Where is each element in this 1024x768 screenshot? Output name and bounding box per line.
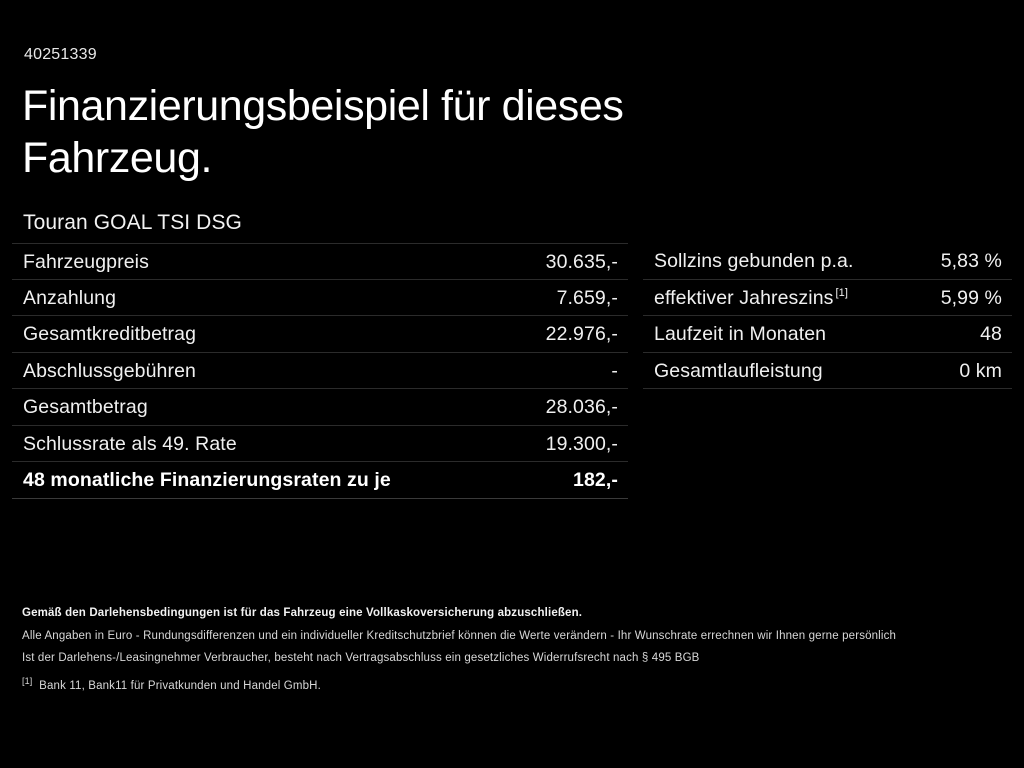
row-value: 30.635,- <box>545 251 618 273</box>
row-label: Gesamtbetrag <box>23 396 148 418</box>
row-value: 0 km <box>959 359 1002 382</box>
table-row: Gesamtlaufleistung 0 km <box>643 353 1012 389</box>
vehicle-model-name: Touran GOAL TSI DSG <box>23 211 242 234</box>
row-label: 48 monatliche Finanzierungsraten zu je <box>23 469 391 491</box>
row-label: effektiver Jahreszins [1] <box>654 280 848 310</box>
row-value: - <box>611 359 618 382</box>
row-label-text: effektiver Jahreszins <box>654 286 834 309</box>
table-row: Sollzins gebunden p.a. 5,83 % <box>643 243 1012 280</box>
row-value: 28.036,- <box>545 396 618 418</box>
table-row: Abschlussgebühren - <box>12 353 628 389</box>
row-label: Fahrzeugpreis <box>23 251 149 273</box>
table-row: Fahrzeugpreis 30.635,- <box>12 243 628 280</box>
row-label: Abschlussgebühren <box>23 359 196 382</box>
footnote-marker-icon: [1] <box>835 287 849 299</box>
row-value: 22.976,- <box>545 323 618 345</box>
footnote-insurance-requirement: Gemäß den Darlehensbedingungen ist für d… <box>22 607 583 619</box>
row-label: Anzahlung <box>23 286 117 309</box>
row-value: 5,99 % <box>940 286 1002 309</box>
row-label: Gesamtlaufleistung <box>654 359 823 382</box>
table-row: Schlussrate als 49. Rate 19.300,- <box>12 426 628 462</box>
table-row: effektiver Jahreszins [1] 5,99 % <box>643 280 1012 316</box>
row-label: Laufzeit in Monaten <box>654 323 827 345</box>
footnote-currency-note: Alle Angaben in Euro - Rundungsdifferenz… <box>22 629 897 642</box>
row-value: 19.300,- <box>545 432 618 455</box>
row-value: 182,- <box>573 469 618 491</box>
row-value: 7.659,- <box>556 286 618 309</box>
table-row-monthly-rate: 48 monatliche Finanzierungsraten zu je 1… <box>12 462 628 499</box>
footnotes-block: Gemäß den Darlehensbedingungen ist für d… <box>22 602 1002 697</box>
row-value: 5,83 % <box>940 250 1002 272</box>
financing-terms-table: Sollzins gebunden p.a. 5,83 % effektiver… <box>643 243 1012 389</box>
footnote-bank-reference: [1] Bank 11, Bank11 für Privatkunden und… <box>22 675 1002 698</box>
row-label: Sollzins gebunden p.a. <box>654 250 854 272</box>
row-label: Schlussrate als 49. Rate <box>23 432 237 455</box>
footnote-bank-text: Bank 11, Bank11 für Privatkunden und Han… <box>39 679 321 692</box>
page-title: Finanzierungsbeispiel für dieses Fahrzeu… <box>22 82 624 182</box>
row-value: 48 <box>980 323 1002 345</box>
table-row: Anzahlung 7.659,- <box>12 280 628 316</box>
document-id: 40251339 <box>24 46 97 63</box>
row-label: Gesamtkreditbetrag <box>23 323 197 345</box>
table-row: Gesamtkreditbetrag 22.976,- <box>12 316 628 353</box>
financing-amounts-table: Fahrzeugpreis 30.635,- Anzahlung 7.659,-… <box>12 243 628 499</box>
table-row: Gesamtbetrag 28.036,- <box>12 389 628 426</box>
footnote-withdrawal-right: Ist der Darlehens-/Leasingnehmer Verbrau… <box>22 652 700 664</box>
table-row: Laufzeit in Monaten 48 <box>643 316 1012 353</box>
footnote-marker-icon: [1] <box>22 675 33 686</box>
